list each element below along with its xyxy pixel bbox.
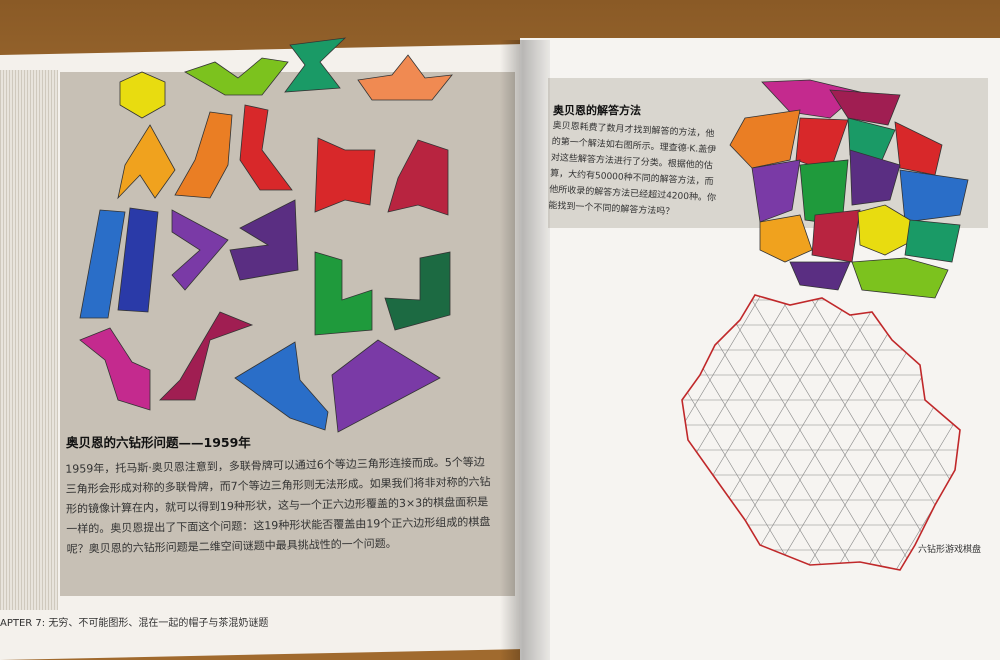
page-stack-edge: [0, 70, 58, 610]
piece-dark-green-l: [384, 251, 451, 331]
hexiamond-game-board: [681, 294, 961, 571]
book-gutter-shadow: [500, 40, 550, 660]
board-caption: 六钻形游戏棋盘: [918, 545, 982, 555]
solution-piece: [904, 219, 961, 263]
piece-red-chevron: [314, 137, 376, 213]
hexiamond-pieces: [79, 37, 453, 433]
piece-wine-z: [159, 311, 254, 401]
solution-piece: [811, 209, 861, 263]
piece-magenta-z: [79, 327, 151, 411]
piece-yellow-hexagon: [119, 71, 166, 119]
piece-blue-arrow: [234, 341, 329, 431]
board-grid: [682, 295, 960, 570]
piece-blue-bar: [79, 209, 126, 319]
piece-purple-triangle: [331, 339, 441, 433]
solution-piece: [789, 261, 851, 291]
piece-salmon-crown: [357, 54, 453, 101]
piece-green-l: [314, 251, 373, 336]
solution-piece: [759, 214, 813, 263]
solved-hexiamond-puzzle: [729, 79, 969, 299]
right-body-text: 奥贝恩耗费了数月才找到解答的方法，他的第一个解法如右图所示。理查德·K.盖伊对这…: [548, 120, 717, 218]
solution-piece: [849, 149, 901, 206]
solution-piece: [829, 89, 901, 126]
solution-piece: [894, 121, 943, 176]
left-section-title: 奥贝恩的六钻形问题——1959年: [66, 435, 251, 450]
piece-crimson-chevron: [387, 139, 449, 216]
left-body-text: 1959年，托马斯·奥贝恩注意到，多联骨牌可以通过6个等边三角形连接而成。5个等…: [65, 455, 491, 556]
chapter-footer: APTER 7: 无穷、不可能图形、混在一起的帽子与茶混奶谜题: [0, 618, 269, 629]
solution-piece: [751, 159, 801, 223]
solution-piece: [899, 169, 969, 223]
solution-piece-hexagon: [857, 204, 911, 256]
piece-red-l: [239, 104, 293, 191]
solution-piece: [851, 257, 949, 299]
piece-orange-l: [174, 111, 233, 199]
piece-lime: [184, 57, 289, 96]
board-outline: [681, 294, 961, 571]
piece-violet-arrow: [229, 199, 299, 281]
right-section-title: 奥贝恩的解答方法: [553, 104, 641, 117]
piece-teal-bowtie: [284, 37, 347, 93]
piece-amber-arrow: [117, 124, 176, 200]
piece-navy-bar: [117, 207, 159, 313]
piece-purple-arrow: [171, 209, 229, 291]
solution-piece: [729, 109, 801, 169]
